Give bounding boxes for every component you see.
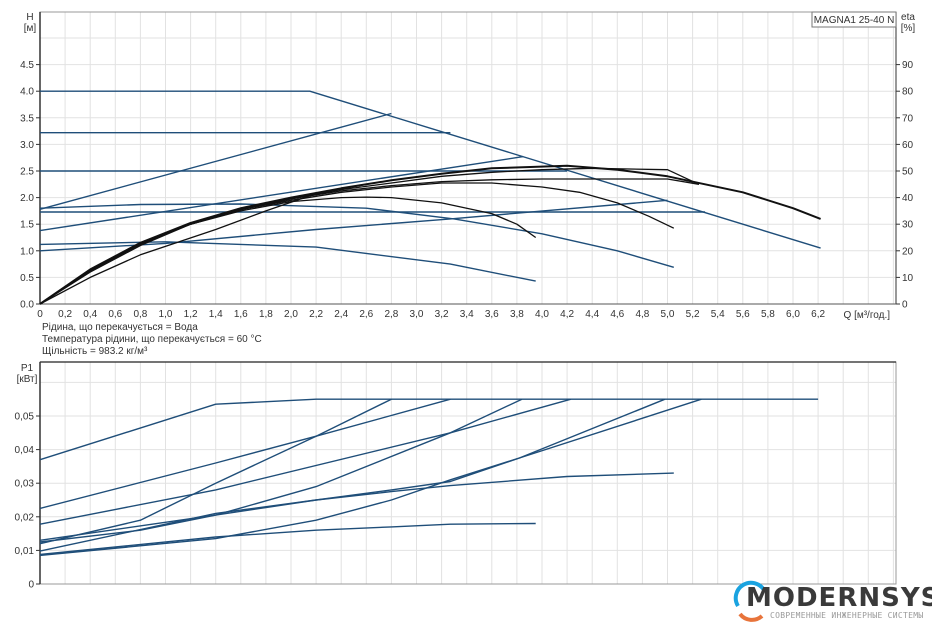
p1-tick-label: 0,05 xyxy=(15,412,35,423)
x-tick-label: 4,4 xyxy=(585,309,599,320)
x-tick-label: 0,2 xyxy=(58,309,72,320)
h-tick-label: 3.0 xyxy=(20,140,34,151)
eta-tick-label: 30 xyxy=(902,220,914,231)
p1-tick-label: 0,04 xyxy=(15,445,35,456)
p1-axis-label: P1 xyxy=(21,363,34,374)
x-tick-label: 3,6 xyxy=(485,309,499,320)
x-tick-label: 5,2 xyxy=(686,309,700,320)
power-curve xyxy=(39,398,392,545)
logo-word: MODERNSYS xyxy=(746,583,932,613)
h-tick-label: 1.5 xyxy=(20,220,34,231)
power-curve xyxy=(39,398,572,543)
eta-axis-label: eta xyxy=(901,12,915,23)
h-tick-label: 3.5 xyxy=(20,113,34,124)
efficiency-curve xyxy=(39,183,367,305)
q-axis-label: Q [м³/год.] xyxy=(844,310,891,321)
x-tick-label: 2,2 xyxy=(309,309,323,320)
x-tick-label: 1,8 xyxy=(259,309,273,320)
product-label-box xyxy=(811,11,897,28)
efficiency-curve xyxy=(39,167,700,305)
x-tick-label: 4,0 xyxy=(535,309,549,320)
x-tick-label: 0 xyxy=(37,309,43,320)
x-tick-label: 1,4 xyxy=(209,309,223,320)
efficiency-curve xyxy=(39,196,537,305)
x-tick-label: 5,8 xyxy=(761,309,775,320)
x-tick-label: 4,8 xyxy=(635,309,649,320)
x-tick-label: 2,6 xyxy=(359,309,373,320)
h-tick-label: 1.0 xyxy=(20,246,34,257)
x-tick-label: 1,6 xyxy=(234,309,248,320)
x-tick-label: 5,4 xyxy=(711,309,725,320)
x-tick-label: 3,8 xyxy=(510,309,524,320)
power-curve xyxy=(39,522,536,556)
temperature-note: Температура рідини, що перекачується = 6… xyxy=(42,334,262,345)
head-curve xyxy=(40,90,821,249)
eta-tick-label: 10 xyxy=(902,273,914,284)
power-curve xyxy=(39,398,819,461)
x-tick-label: 1,2 xyxy=(184,309,198,320)
efficiency-curve xyxy=(39,182,675,305)
p1-tick-label: 0,02 xyxy=(15,512,35,523)
eta-tick-label: 50 xyxy=(902,167,914,178)
p1-tick-label: 0 xyxy=(28,580,34,591)
logo-arc-icon xyxy=(733,580,766,622)
x-tick-label: 0,8 xyxy=(133,309,147,320)
power-curve xyxy=(39,398,451,510)
x-tick-label: 6,2 xyxy=(811,309,825,320)
x-tick-label: 3,4 xyxy=(460,309,474,320)
head-curve xyxy=(39,203,674,268)
efficiency-curve xyxy=(39,164,821,305)
x-tick-label: 2,0 xyxy=(284,309,298,320)
x-tick-label: 0,4 xyxy=(83,309,97,320)
h-tick-label: 4.0 xyxy=(20,87,34,98)
h-axis-label: H xyxy=(26,12,33,23)
h-tick-label: 4.5 xyxy=(20,60,34,71)
x-tick-label: 3,0 xyxy=(410,309,424,320)
x-tick-label: 0,6 xyxy=(108,309,122,320)
x-tick-label: 1,0 xyxy=(159,309,173,320)
head-curve xyxy=(39,241,536,282)
x-tick-label: 2,8 xyxy=(384,309,398,320)
x-tick-label: 5,0 xyxy=(661,309,675,320)
eta-tick-label: 40 xyxy=(902,193,914,204)
x-tick-label: 3,2 xyxy=(435,309,449,320)
x-tick-label: 4,6 xyxy=(610,309,624,320)
h-tick-label: 2.0 xyxy=(20,193,34,204)
eta-axis-unit: [%] xyxy=(901,23,916,34)
p1-axis-unit: [кВт] xyxy=(17,374,38,385)
power-curve xyxy=(39,398,523,525)
x-tick-label: 4,2 xyxy=(560,309,574,320)
modernsys-logo: MODERNSYS СОВРЕМЕННЫЕ ИНЖЕНЕРНЫЕ СИСТЕМЫ xyxy=(732,580,932,623)
density-note: Щільність = 983.2 кг/м³ xyxy=(42,346,148,357)
h-tick-label: 0.0 xyxy=(20,300,34,311)
eta-tick-label: 60 xyxy=(902,140,914,151)
head-curve xyxy=(39,199,668,252)
h-axis-unit: [м] xyxy=(24,23,37,34)
power-curve xyxy=(39,472,674,541)
fluid-note: Рідина, що перекачується = Вода xyxy=(42,322,198,333)
p1-tick-label: 0,03 xyxy=(15,479,35,490)
p1-tick-label: 0,01 xyxy=(15,546,35,557)
head-curve xyxy=(39,112,392,210)
eta-tick-label: 0 xyxy=(902,300,908,311)
eta-tick-label: 70 xyxy=(902,113,914,124)
product-label: MAGNA1 25-40 N xyxy=(814,15,895,26)
x-tick-label: 5,6 xyxy=(736,309,750,320)
h-tick-label: 0.5 xyxy=(20,273,34,284)
eta-tick-label: 80 xyxy=(902,87,914,98)
h-tick-label: 2.5 xyxy=(20,167,34,178)
head-curve xyxy=(39,155,524,232)
eta-tick-label: 90 xyxy=(902,60,914,71)
power-curve xyxy=(39,398,702,557)
x-tick-label: 6,0 xyxy=(786,309,800,320)
x-tick-label: 2,4 xyxy=(334,309,348,320)
eta-tick-label: 20 xyxy=(902,246,914,257)
logo-subtitle: СОВРЕМЕННЫЕ ИНЖЕНЕРНЫЕ СИСТЕМЫ xyxy=(770,611,924,620)
